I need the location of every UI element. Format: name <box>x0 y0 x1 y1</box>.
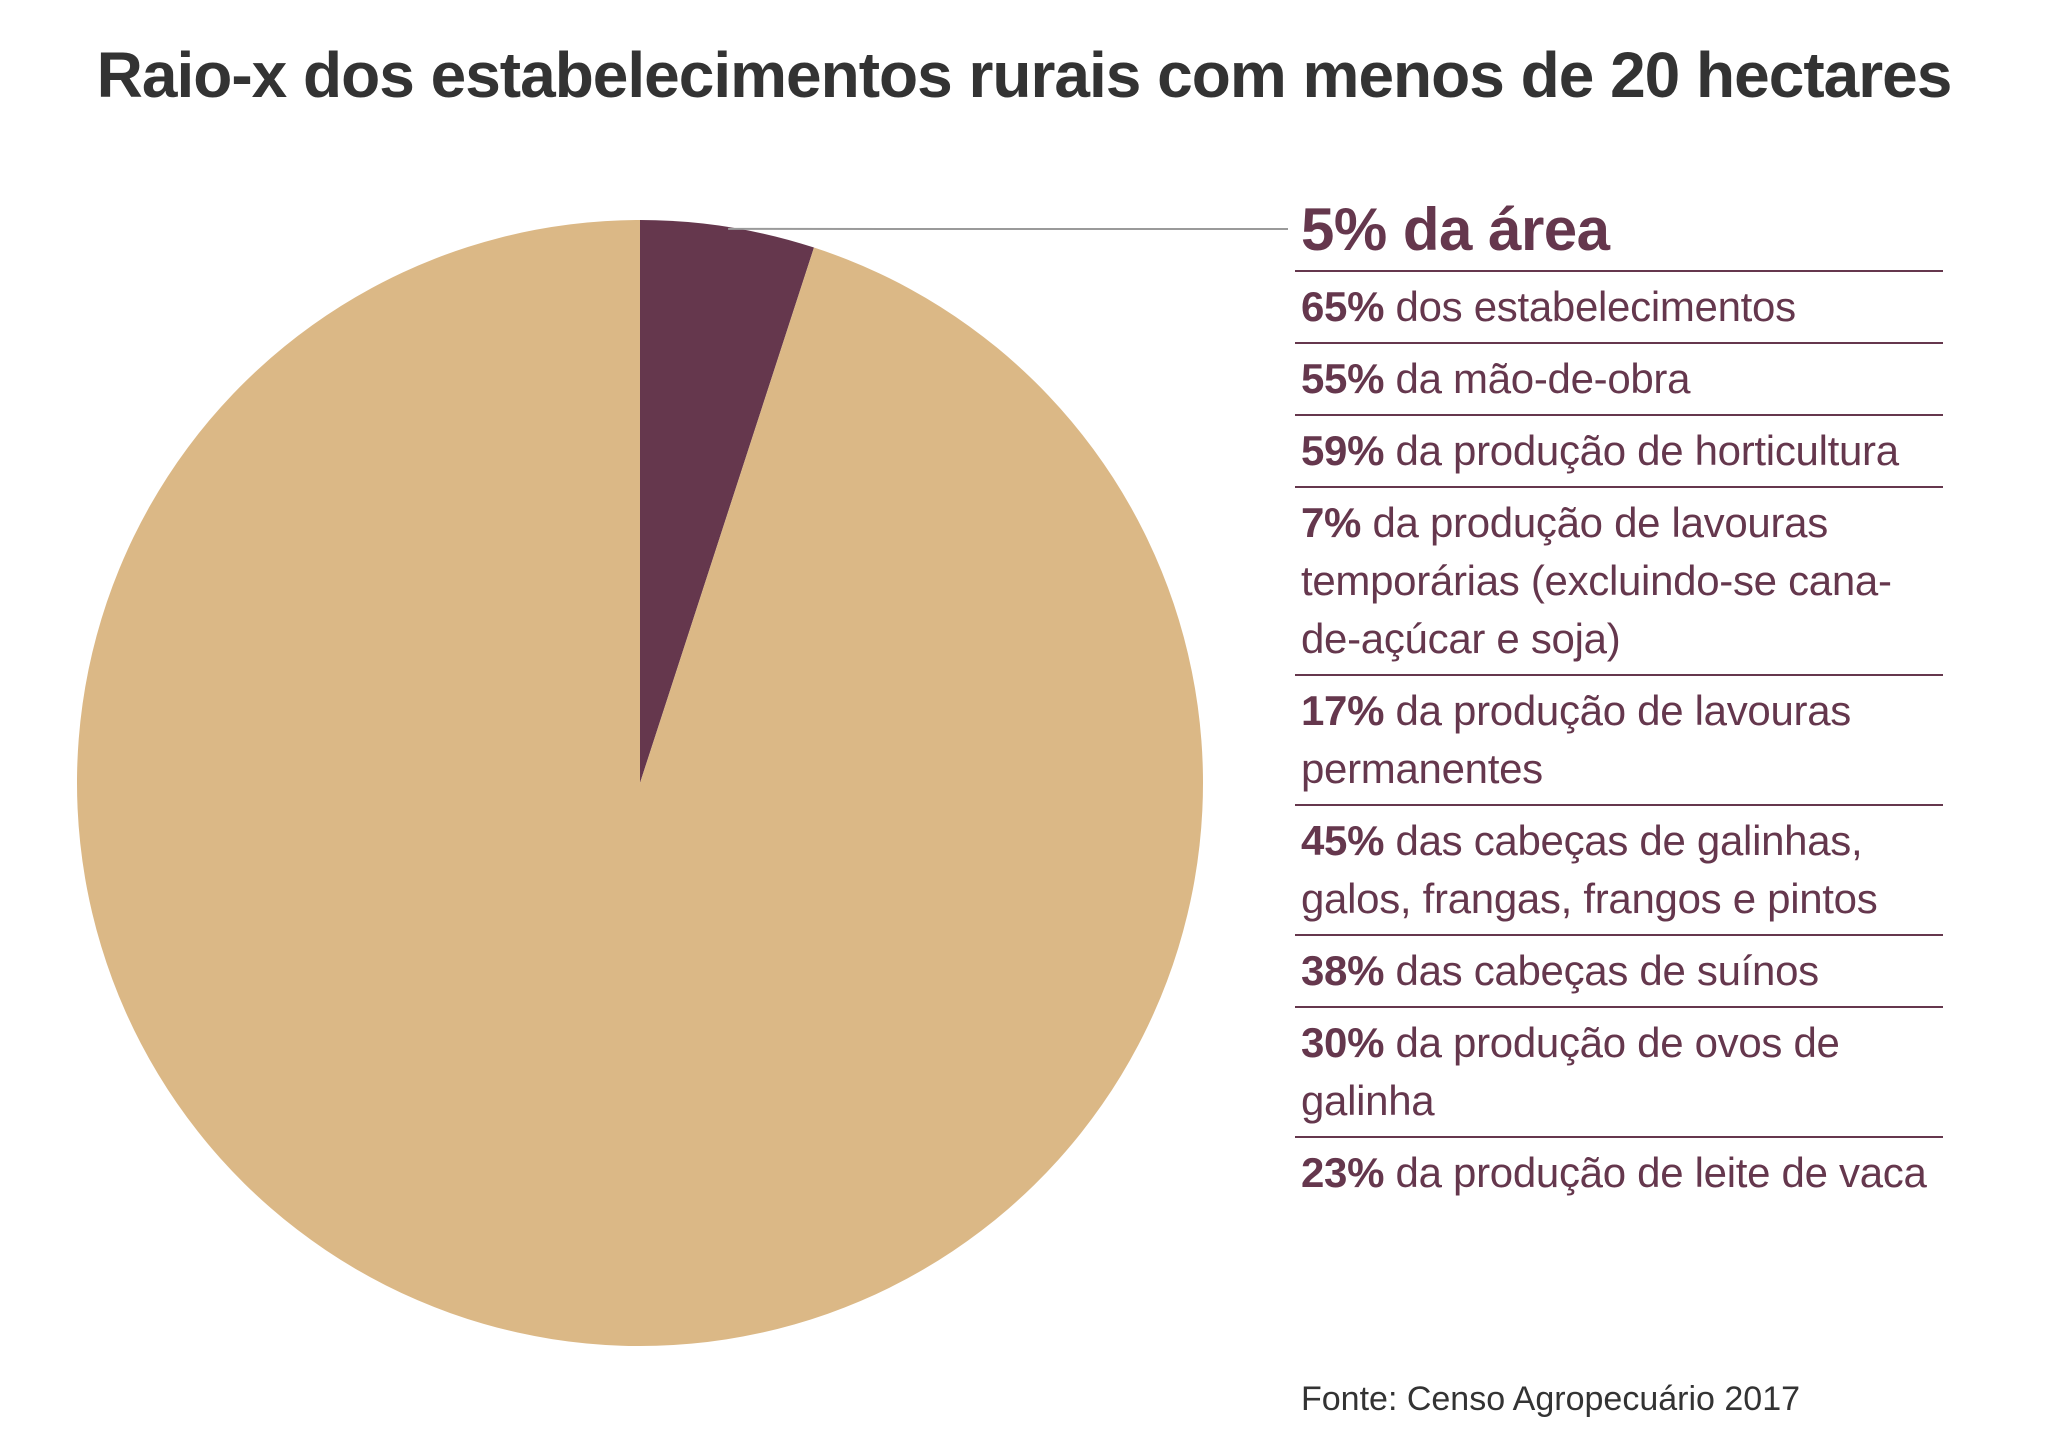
fact-item: 38% das cabeças de suínos <box>1295 936 1943 1008</box>
fact-item: 30% da produção de ovos de galinha <box>1295 1008 1943 1138</box>
fact-item: 23% da produção de leite de vaca <box>1295 1138 1943 1208</box>
facts-panel: 5% da área 65% dos estabelecimentos 55% d… <box>1295 190 1943 1208</box>
fact-text: da produção de lavouras permanentes <box>1301 687 1851 792</box>
fact-item: 45% das cabeças de galinhas, galos, fran… <box>1295 806 1943 936</box>
fact-percent: 30% <box>1301 1019 1385 1066</box>
pie-slice-1 <box>76 220 1204 1347</box>
fact-percent: 17% <box>1301 687 1385 734</box>
fact-percent: 59% <box>1301 427 1385 474</box>
highlight-label: 5% da área <box>1301 196 1610 263</box>
fact-text: da produção de lavouras temporárias (exc… <box>1301 499 1892 662</box>
pie-slice-0 <box>640 220 814 783</box>
fact-percent: 55% <box>1301 355 1385 402</box>
chart-title: Raio-x dos estabelecimentos rurais com m… <box>96 39 1953 111</box>
fact-text: das cabeças de suínos <box>1384 947 1820 994</box>
fact-text: da produção de ovos de galinha <box>1301 1019 1840 1124</box>
fact-text: da produção de horticultura <box>1384 427 1900 474</box>
fact-percent: 38% <box>1301 947 1385 994</box>
fact-item: 7% da produção de lavouras temporárias (… <box>1295 488 1943 676</box>
fact-percent: 7% <box>1301 499 1362 546</box>
facts-list: 65% dos estabelecimentos 55% da mão-de-ob… <box>1295 270 1943 1208</box>
fact-item: 59% da produção de horticultura <box>1295 416 1943 488</box>
fact-text: da produção de leite de vaca <box>1384 1149 1927 1196</box>
fact-percent: 65% <box>1301 283 1385 330</box>
fact-item: 17% da produção de lavouras permanentes <box>1295 676 1943 806</box>
fact-item: 65% dos estabelecimentos <box>1295 272 1943 344</box>
fact-percent: 23% <box>1301 1149 1385 1196</box>
source-note: Fonte: Censo Agropecuário 2017 <box>1301 1380 1801 1418</box>
fact-percent: 45% <box>1301 817 1385 864</box>
fact-text: das cabeças de galinhas, galos, frangas,… <box>1301 817 1878 922</box>
fact-item: 55% da mão-de-obra <box>1295 344 1943 416</box>
fact-text: da mão-de-obra <box>1384 355 1691 402</box>
fact-text: dos estabelecimentos <box>1384 283 1797 330</box>
